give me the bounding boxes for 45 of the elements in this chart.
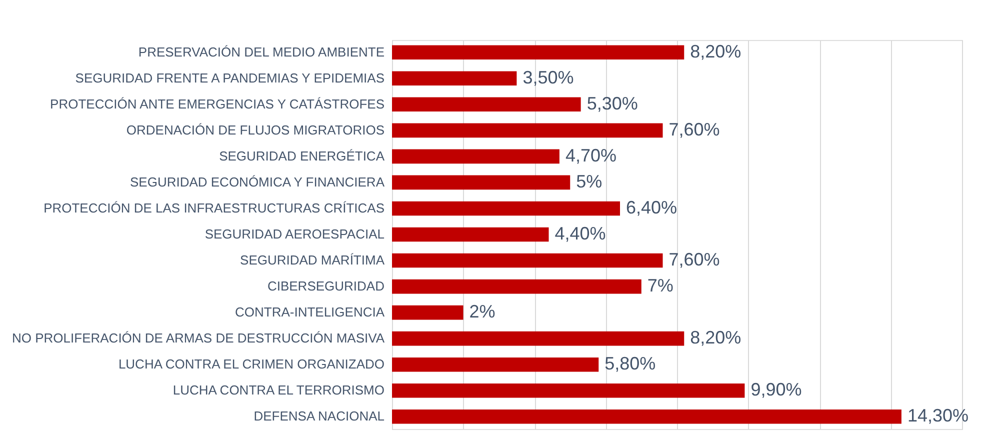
data-label: 4,70% [565,145,616,166]
y-tick-label: PROTECCIÓN DE LAS INFRAESTRUCTURAS CRÍTICAS [44,200,385,216]
data-label: 6,40% [626,197,678,218]
y-tick-label: NO PROLIFERACIÓN DE ARMAS DE DESTRUCCIÓN MASIVA [12,330,385,346]
data-label: 9,90% [750,380,802,400]
y-tick-label: DEFENSA NACIONAL [254,408,384,424]
bar [392,175,570,190]
y-tick-label: SEGURIDAD AEROESPACIAL [204,226,384,242]
bar [392,45,684,60]
y-tick-label: LUCHA CONTRA EL CRIMEN ORGANIZADO [118,356,384,372]
data-label: 14,30% [907,406,968,426]
data-label: 5,30% [586,93,638,114]
y-tick-label: SEGURIDAD ENERGÉTICA [219,148,385,164]
y-tick-label: LUCHA CONTRA EL TERRORISMO [172,382,384,398]
bar [392,331,684,346]
y-tick-label: PROTECCIÓN ANTE EMERGENCIAS Y CATÁSTROFES [50,96,385,112]
bar [392,253,663,268]
bar [392,97,581,112]
y-tick-label: CIBERSEGURIDAD [267,278,384,294]
y-tick-label: CONTRA-INTELIGENCIA [234,304,385,320]
y-tick-label: ORDENACIÓN DE FLUJOS MIGRATORIOS [126,122,385,138]
bar [392,357,599,372]
bar [392,383,745,398]
data-label: 2% [469,302,496,322]
data-label: 7% [647,276,674,296]
bar [392,71,517,86]
bar [392,227,549,242]
data-label: 7,60% [668,119,720,140]
data-label: 8,20% [690,41,742,62]
bar [392,149,560,164]
bar [392,409,902,424]
bar [392,201,620,216]
data-label: 4,40% [554,224,606,244]
y-tick-label: PRESERVACIÓN DEL MEDIO AMBIENTE [138,44,385,60]
y-tick-label: SEGURIDAD MARÍTIMA [240,252,385,268]
bar [392,305,464,320]
y-tick-label: SEGURIDAD FRENTE A PANDEMIAS Y EPIDEMIAS [75,70,385,86]
data-label: 5% [576,171,602,192]
data-label: 7,60% [668,250,720,270]
data-label: 5,80% [604,354,656,374]
bar [392,279,642,294]
bar [392,123,663,138]
data-label: 8,20% [690,328,742,348]
data-label: 3,50% [522,67,574,88]
y-tick-label: SEGURIDAD ECONÓMICA Y FINANCIERA [130,174,385,190]
